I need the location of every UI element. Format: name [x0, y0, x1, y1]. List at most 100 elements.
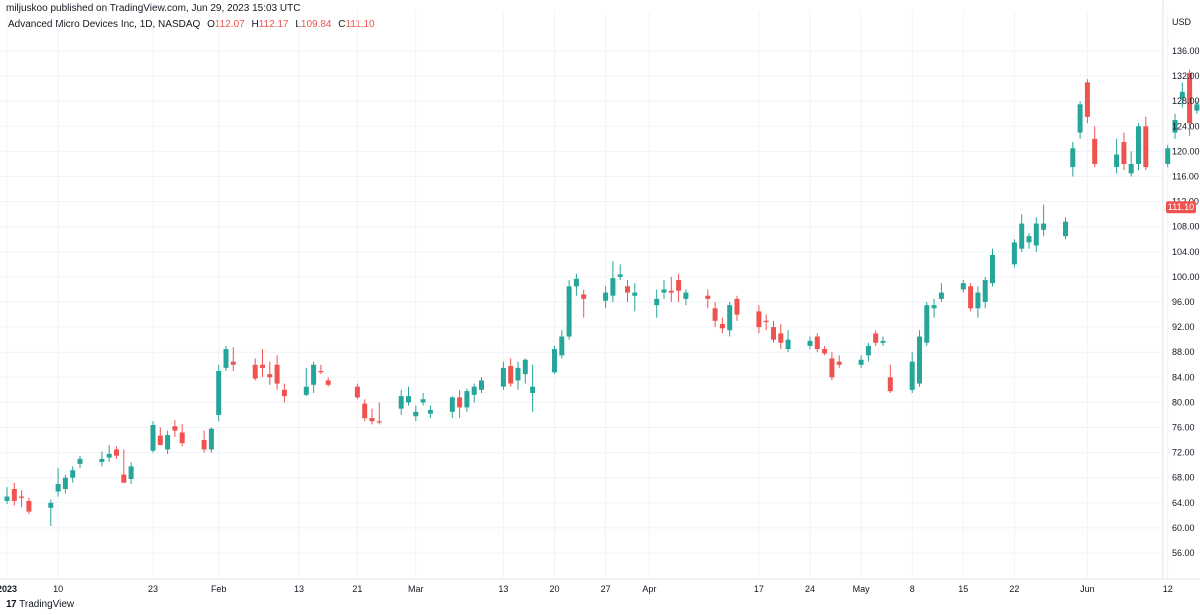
candle	[1041, 204, 1047, 237]
price-tick-label: 104.00	[1172, 247, 1200, 257]
candle-body	[208, 428, 214, 450]
candle-body	[230, 361, 236, 365]
candle	[712, 302, 718, 328]
candle-body	[19, 496, 25, 498]
candle	[668, 276, 674, 302]
candle-body	[4, 496, 10, 501]
candle	[829, 352, 835, 381]
candle	[873, 330, 879, 346]
candle	[909, 352, 915, 393]
price-tick-label: 96.00	[1172, 297, 1195, 307]
symbol-name[interactable]: Advanced Micro Devices Inc, 1D, NASDAQ	[8, 19, 201, 30]
candle-body	[1194, 104, 1200, 111]
candle	[625, 280, 630, 302]
candle	[281, 383, 287, 403]
candle	[48, 499, 54, 527]
candle	[230, 347, 236, 372]
candle-body	[610, 278, 616, 296]
currency-label[interactable]: USD	[1172, 17, 1192, 27]
price-tick-label: 120.00	[1172, 146, 1200, 156]
candle	[603, 286, 609, 309]
candle	[165, 430, 171, 454]
candle-body	[449, 397, 455, 412]
candle	[406, 386, 411, 406]
candle	[1063, 217, 1068, 240]
price-tick-label: 116.00	[1172, 172, 1199, 182]
candle-body	[376, 421, 382, 423]
candle	[267, 361, 273, 385]
candle-body	[157, 435, 163, 446]
candle	[676, 273, 682, 302]
candle-body	[150, 424, 156, 451]
candle-body	[778, 333, 784, 343]
price-axis[interactable]: 56.00 60.00 64.00 68.00 72.00 76.00 80.00 84.00…	[1162, 0, 1200, 579]
last-price-label: 111.10	[1168, 202, 1194, 212]
date-tick-label: 10	[53, 584, 63, 594]
low-value: 109.84	[300, 19, 332, 30]
candle	[179, 424, 185, 447]
candle-body	[398, 396, 404, 409]
candle-body	[1084, 82, 1090, 117]
candle	[661, 280, 667, 299]
candle-body	[1070, 148, 1076, 168]
candle-body	[625, 286, 630, 293]
candle-body	[573, 278, 579, 287]
candle	[610, 261, 616, 302]
candle	[508, 358, 514, 387]
time-axis[interactable]: 2023 10 23 Feb 13 21 Mar 13 20 27 Apr 17 24 May 8 15 22 J…	[0, 578, 1200, 594]
date-tick-label: 22	[1009, 584, 1019, 594]
tradingview-footer[interactable]: 17 TradingView	[6, 599, 74, 610]
candle-body	[1121, 141, 1127, 164]
candle-body	[260, 364, 265, 368]
candle	[99, 451, 105, 467]
candle-body	[1077, 104, 1083, 133]
price-tick-label: 132.00	[1172, 71, 1200, 81]
candle	[559, 330, 565, 359]
date-tick-label: 23	[148, 584, 158, 594]
candle	[376, 402, 382, 425]
date-tick-label: 20	[549, 584, 559, 594]
candle-body	[924, 305, 930, 343]
candle	[106, 445, 112, 463]
candle	[354, 383, 360, 400]
candle	[26, 497, 32, 515]
candle-body	[771, 327, 776, 340]
candle	[530, 364, 536, 412]
candle-body	[1041, 223, 1047, 230]
candle-body	[1179, 91, 1185, 99]
candle-body	[756, 311, 762, 328]
candle	[11, 482, 17, 506]
candle	[975, 286, 981, 318]
date-tick-label: Jun	[1080, 584, 1095, 594]
candle-body	[281, 389, 287, 397]
candle	[449, 396, 455, 419]
candle-body	[362, 403, 368, 419]
candle-body	[413, 411, 419, 417]
candle	[705, 289, 711, 309]
candle-body	[274, 364, 280, 384]
candle-body	[836, 361, 842, 365]
candle	[157, 427, 163, 446]
candle	[880, 336, 886, 346]
candle	[1172, 113, 1178, 139]
candle	[1136, 123, 1141, 171]
candle	[252, 358, 258, 381]
price-tick-label: 124.00	[1172, 121, 1200, 131]
candle	[464, 388, 470, 412]
candle-body	[858, 359, 864, 365]
candle-body	[1114, 154, 1120, 168]
price-tick-label: 92.00	[1172, 322, 1195, 332]
candle-body	[668, 290, 674, 293]
candle-body	[822, 349, 828, 354]
candle-body	[508, 366, 514, 384]
candle-body	[471, 386, 477, 395]
candle-body	[712, 308, 718, 321]
candle	[581, 289, 587, 318]
candle-body	[1033, 223, 1039, 246]
price-tick-label: 136.00	[1172, 46, 1200, 56]
candle-body	[1011, 242, 1017, 265]
candle-body	[785, 339, 791, 350]
candle	[77, 455, 83, 469]
candle	[369, 408, 375, 425]
